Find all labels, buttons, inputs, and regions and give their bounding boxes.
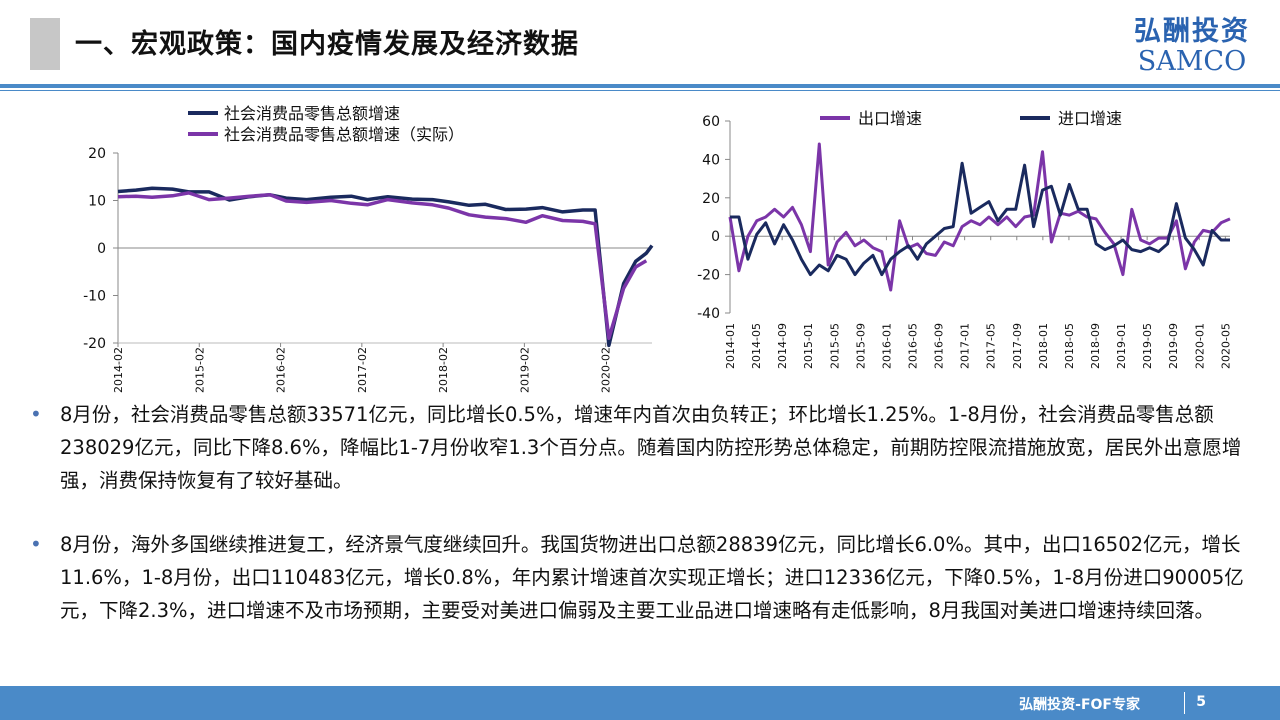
series-line (117, 191, 648, 341)
x-tick-label: 2016-09 (933, 323, 946, 369)
bullet-item-trade: • 8月份，海外多国继续推进复工，经济景气度继续回升。我国货物进出口总额2883… (30, 528, 1250, 627)
x-tick-label: 2016-05 (907, 323, 920, 369)
company-logo: 弘酬投资 SAMCO (1122, 16, 1262, 76)
x-tick-label: 2019-05 (1141, 323, 1154, 369)
y-tick-label: 20 (702, 191, 720, 207)
bullet-dot: • (30, 402, 42, 426)
x-tick-label: 2019-02 (518, 347, 531, 393)
x-tick-label: 2015-02 (193, 347, 206, 393)
y-tick-label: -40 (697, 306, 720, 322)
series-line (117, 186, 654, 348)
x-tick-label: 2015-05 (828, 323, 841, 369)
x-tick-label: 2018-01 (1037, 323, 1050, 369)
legend-label: 进口增速 (1058, 109, 1122, 128)
legend-label: 社会消费品零售总额增速 (224, 104, 400, 123)
header-rule-thin (0, 90, 1280, 91)
x-tick-label: 2016-01 (880, 323, 893, 369)
x-tick-label: 2017-05 (985, 323, 998, 369)
x-tick-label: 2015-09 (854, 323, 867, 369)
x-tick-label: 2014-02 (112, 347, 125, 393)
x-tick-label: 2017-01 (959, 323, 972, 369)
bullet-text: 8月份，海外多国继续推进复工，经济景气度继续回升。我国货物进出口总额28839亿… (60, 533, 1244, 622)
legend-label: 社会消费品零售总额增速（实际） (224, 125, 464, 144)
bullet-dot: • (30, 532, 42, 556)
y-tick-label: 20 (88, 146, 106, 162)
bullet-list: • 8月份，社会消费品零售总额33571亿元，同比增长0.5%，增速年内首次由负… (30, 398, 1250, 658)
x-tick-label: 2017-09 (1011, 323, 1024, 369)
x-tick-label: 2016-02 (275, 347, 288, 393)
x-tick-label: 2020-05 (1219, 323, 1232, 369)
x-tick-label: 2014-05 (750, 323, 763, 369)
x-tick-label: 2014-09 (776, 323, 789, 369)
y-tick-label: 0 (97, 241, 106, 257)
title-accent-block (30, 18, 60, 70)
series-line (728, 142, 1231, 292)
footer-separator (1184, 692, 1185, 714)
legend-label: 出口增速 (858, 109, 922, 128)
y-tick-label: -20 (697, 268, 720, 284)
bullet-text: 8月份，社会消费品零售总额33571亿元，同比增长0.5%，增速年内首次由负转正… (60, 403, 1242, 492)
page-number: 5 (1196, 694, 1206, 710)
x-tick-label: 2015-01 (802, 323, 815, 369)
x-tick-label: 2018-02 (437, 347, 450, 393)
x-tick-label: 2018-05 (1063, 323, 1076, 369)
footer-bar: 弘酬投资-FOF专家 5 (0, 686, 1280, 720)
trade-growth-chart: 60 40 20 0 -20 -40 2014-01 2014-05 2014-09 2015-0… (697, 109, 1232, 369)
y-tick-label: 0 (711, 229, 720, 245)
y-tick-label: 40 (702, 152, 720, 168)
retail-sales-chart: 20 10 0 -10 -20 2014-02 2015-02 2016-02 2017-02 2… (83, 104, 654, 393)
x-tick-label: 2019-09 (1167, 323, 1180, 369)
logo-cn: 弘酬投资 (1134, 16, 1250, 47)
x-tick-label: 2020-02 (600, 347, 613, 393)
y-tick-label: 60 (702, 114, 720, 130)
x-tick-label: 2014-01 (724, 323, 737, 369)
x-tick-label: 2018-09 (1089, 323, 1102, 369)
series-line (730, 161, 1230, 277)
bullet-item-retail: • 8月份，社会消费品零售总额33571亿元，同比增长0.5%，增速年内首次由负… (30, 398, 1250, 497)
x-tick-label: 2020-01 (1193, 323, 1206, 369)
page-title: 一、宏观政策：国内疫情发展及经济数据 (75, 29, 579, 60)
logo-en: SAMCO (1137, 46, 1247, 77)
y-tick-label: -20 (83, 336, 106, 352)
footer-brand: 弘酬投资-FOF专家 (1019, 697, 1140, 713)
y-tick-label: 10 (88, 194, 106, 210)
x-tick-label: 2019-01 (1115, 323, 1128, 369)
y-tick-label: -10 (83, 289, 106, 305)
header-rule (0, 84, 1280, 88)
x-tick-label: 2017-02 (356, 347, 369, 393)
